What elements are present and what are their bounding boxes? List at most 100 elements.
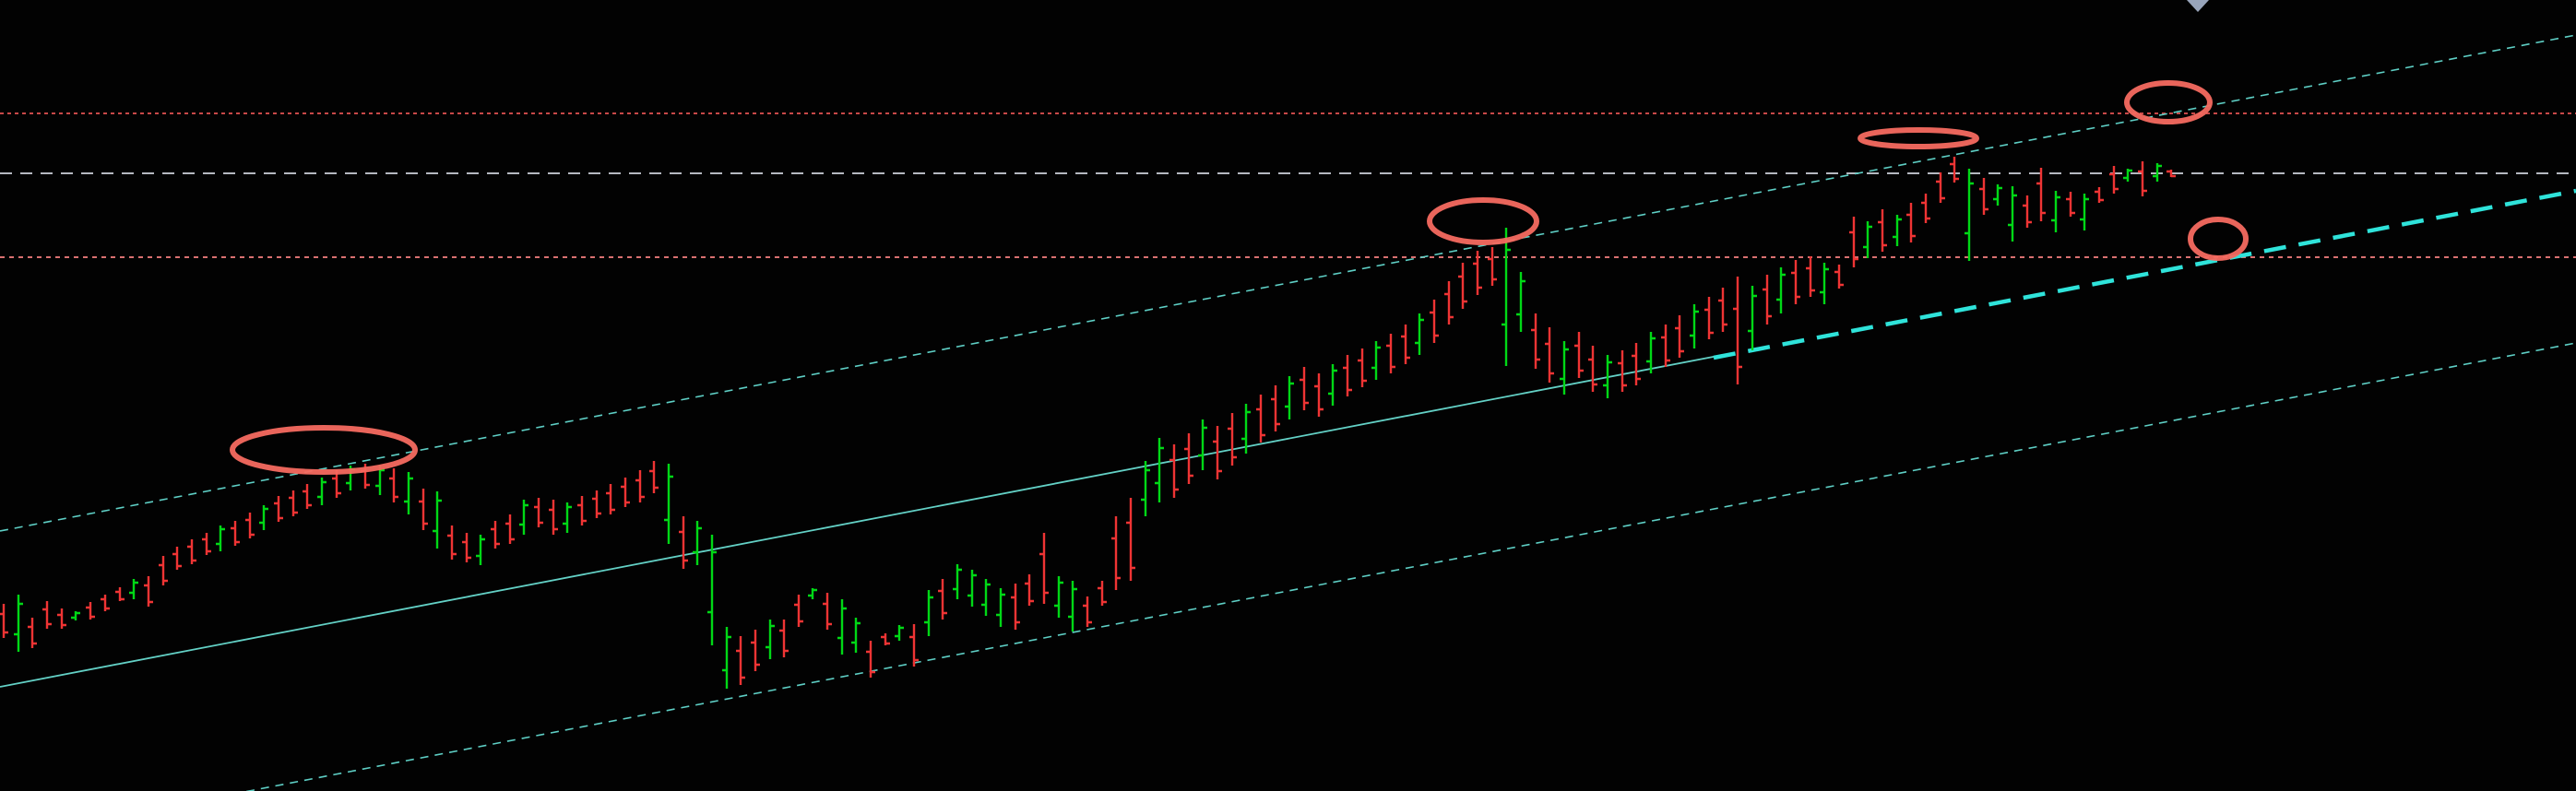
- ohlc-bar-down: [751, 630, 760, 671]
- ohlc-bar-up: [1054, 576, 1063, 618]
- ohlc-bar-down: [1401, 325, 1410, 364]
- annotation-ellipse-4[interactable]: [2124, 80, 2213, 124]
- ohlc-bar-up: [664, 464, 673, 544]
- ohlc-bar-down: [1083, 596, 1092, 627]
- ohlc-bar-up: [317, 478, 326, 505]
- ohlc-bar-down: [1458, 263, 1467, 309]
- ohlc-bar-down: [736, 636, 745, 685]
- channel-lower-line[interactable]: [0, 342, 2576, 791]
- ohlc-bar-up: [1141, 461, 1150, 516]
- ohlc-bar-down: [938, 579, 947, 620]
- ohlc-bar-up: [1198, 419, 1207, 470]
- ohlc-bar-down: [1545, 327, 1554, 383]
- ohlc-bar-down: [1733, 277, 1742, 384]
- drawing-anchor-arrow-icon[interactable]: [2187, 0, 2209, 12]
- ohlc-bar-up: [14, 595, 23, 652]
- ohlc-bar-up: [216, 525, 225, 551]
- ohlc-bar-down: [534, 498, 543, 527]
- ohlc-bar-down: [1430, 300, 1439, 343]
- ohlc-bar-up: [2008, 186, 2017, 242]
- annotation-ellipse-1[interactable]: [230, 425, 418, 475]
- ohlc-bar-down: [419, 489, 428, 530]
- ohlc-bar-down: [2138, 161, 2147, 196]
- ohlc-bar-up: [2051, 191, 2060, 232]
- ohlc-bar-down: [1343, 355, 1352, 396]
- ohlc-bar-down: [1849, 217, 1858, 267]
- ohlc-bar-down: [1011, 584, 1020, 630]
- ohlc-bars-layer: [0, 157, 2176, 689]
- ohlc-bar-down: [1386, 334, 1395, 373]
- ohlc-bar-down: [823, 593, 832, 630]
- annotation-ellipse-3[interactable]: [1858, 127, 1979, 149]
- ohlc-bar-up: [259, 505, 268, 530]
- ohlc-bar-down: [1878, 209, 1887, 252]
- ohlc-bar-down: [1618, 350, 1627, 392]
- ohlc-bar-down: [144, 576, 153, 607]
- ohlc-bar-down: [1098, 581, 1107, 606]
- ohlc-bar-down: [1228, 413, 1237, 466]
- ohlc-bar-down: [1704, 297, 1714, 339]
- ohlc-bar-down: [1661, 325, 1670, 367]
- ohlc-bar-up: [375, 466, 385, 495]
- ohlc-bar-up: [707, 535, 717, 645]
- ohlc-bar-down: [172, 547, 182, 570]
- ohlc-bar-up: [1820, 263, 1829, 304]
- ohlc-bar-down: [1488, 247, 1497, 286]
- ohlc-bar-down: [866, 641, 875, 678]
- annotation-ellipse-2[interactable]: [1427, 197, 1539, 245]
- ohlc-bar-down: [1213, 426, 1222, 479]
- ohlc-bar-up: [1502, 228, 1511, 366]
- ohlc-bar-up: [2080, 194, 2089, 230]
- ohlc-bar-down: [549, 500, 558, 535]
- ohlc-bar-down: [592, 490, 601, 518]
- ohlc-bar-up: [519, 500, 528, 535]
- ohlc-bar-up: [693, 521, 702, 565]
- ohlc-bar-up: [1371, 341, 1381, 380]
- ohlc-bar-down: [1473, 251, 1482, 295]
- ohlc-bar-down: [462, 533, 471, 562]
- highlight-trendline[interactable]: [1713, 188, 2576, 360]
- annotation-ellipse-5[interactable]: [2188, 217, 2249, 261]
- price-lines-layer: [0, 112, 2576, 258]
- ohlc-bar-down: [2166, 170, 2176, 178]
- ohlc-bar-down: [1936, 172, 1945, 203]
- ohlc-bar-down: [245, 513, 255, 538]
- ohlc-bar-down: [1111, 516, 1121, 590]
- channel-mid-line[interactable]: [0, 354, 1724, 688]
- ohlc-bar-up: [71, 611, 80, 620]
- ohlc-bar-down: [1039, 533, 1049, 604]
- ohlc-bar-up: [1863, 221, 1872, 258]
- ohlc-bar-down: [621, 478, 630, 507]
- ohlc-bar-up: [837, 599, 847, 655]
- ohlc-bar-up: [1328, 364, 1337, 406]
- ohlc-bar-down: [1906, 203, 1916, 242]
- ohlc-bar-down: [1675, 315, 1684, 358]
- ohlc-bar-down: [1921, 194, 1930, 223]
- ohlc-bar-up: [129, 579, 138, 599]
- ohlc-bar-up: [563, 502, 572, 533]
- ohlc-bar-down: [289, 490, 298, 516]
- ohlc-bar-up: [1776, 267, 1786, 313]
- ohlc-bar-down: [491, 521, 500, 549]
- ohlc-bar-down: [274, 496, 283, 522]
- ohlc-bar-down: [28, 618, 37, 648]
- ohlc-bar-down: [1791, 260, 1800, 304]
- ohlc-bar-up: [722, 627, 731, 689]
- ohlc-bar-down: [42, 601, 52, 629]
- ohlc-bar-down: [231, 521, 240, 546]
- ohlc-bar-down: [794, 595, 803, 627]
- ohlc-bar-down: [1588, 346, 1597, 392]
- ohlc-bar-down: [0, 604, 8, 638]
- ohlc-bar-up: [967, 570, 977, 607]
- ohlc-bar-down: [101, 595, 110, 611]
- ohlc-bar-down: [2095, 187, 2104, 203]
- ohlc-bar-up: [1516, 272, 1525, 332]
- ohlc-bar-up: [404, 472, 413, 514]
- ohlc-bar-down: [2036, 168, 2046, 221]
- ohlc-bar-down: [2109, 166, 2119, 194]
- ohlc-bar-down: [606, 484, 615, 514]
- ohlc-bar-down: [1300, 367, 1309, 410]
- ohlc-bar-down: [447, 525, 457, 560]
